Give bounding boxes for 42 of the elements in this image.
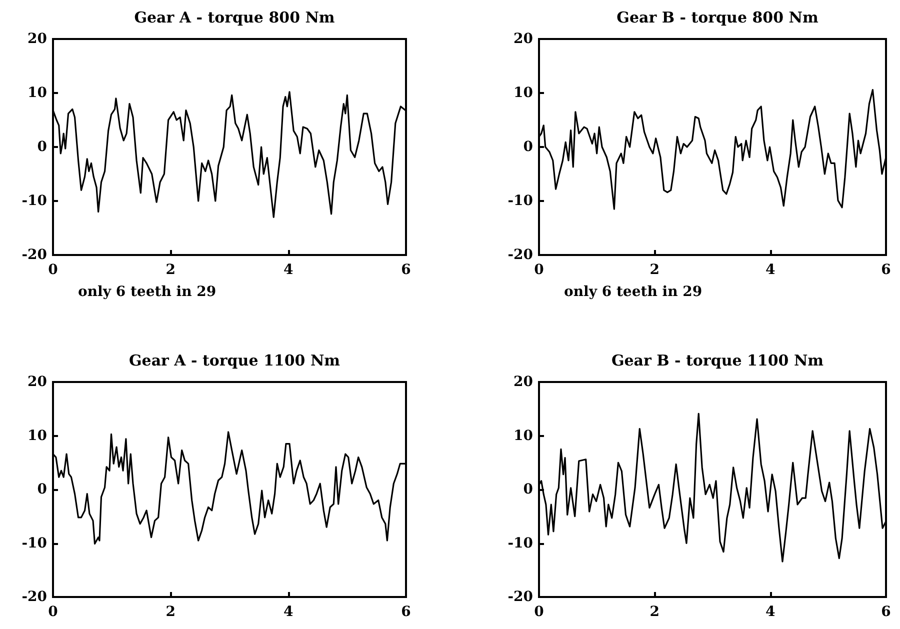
y-tick-label: 0: [523, 482, 534, 498]
y-tick-label: -20: [22, 589, 48, 605]
x-tick-label: 2: [650, 604, 660, 620]
y-tick-label: 10: [514, 85, 534, 101]
y-tick-label: -20: [508, 247, 534, 263]
y-tick-label: 0: [523, 139, 534, 155]
text: only 6 teeth in 29: [78, 284, 216, 300]
x-tick-label: 4: [283, 262, 294, 278]
x-tick-label: 2: [166, 262, 176, 278]
chart-title: Gear A - torque 800 Nm: [134, 8, 335, 26]
y-tick-label: -10: [508, 535, 534, 552]
x-tick-label: 4: [283, 604, 294, 620]
y-tick-label: -20: [22, 247, 48, 263]
y-tick-label: 0: [37, 139, 48, 155]
y-tick-label: -10: [22, 193, 48, 209]
x-tick-label: 6: [401, 604, 411, 620]
x-tick-label: 0: [534, 262, 544, 278]
x-tick-label: 4: [765, 262, 776, 278]
y-tick-label: 20: [514, 31, 534, 47]
y-tick-label: 10: [28, 85, 48, 101]
y-tick-label: 20: [28, 374, 48, 390]
chart-title: Gear B - torque 800 Nm: [616, 8, 818, 26]
y-tick-label: 0: [37, 482, 48, 498]
x-tick-label: 0: [48, 604, 58, 620]
y-tick-label: -10: [508, 193, 534, 209]
x-tick-label: 2: [166, 604, 176, 620]
y-tick-label: -20: [508, 589, 534, 605]
x-tick-label: 2: [650, 262, 660, 278]
x-tick-label: 0: [48, 262, 58, 278]
chart-title: Gear A - torque 1100 Nm: [128, 352, 340, 370]
x-tick-label: 6: [881, 262, 891, 278]
x-tick-label: 4: [765, 604, 776, 620]
x-tick-label: 0: [534, 604, 544, 620]
y-tick-label: 20: [514, 374, 534, 390]
y-tick-label: -10: [22, 535, 48, 552]
x-tick-label: 6: [881, 604, 891, 620]
y-tick-label: 20: [28, 31, 48, 47]
y-tick-label: 10: [28, 428, 48, 444]
y-tick-label: 10: [514, 428, 534, 444]
x-tick-label: 6: [401, 262, 411, 278]
text: only 6 teeth in 29: [564, 284, 702, 300]
chart-title: Gear B - torque 1100 Nm: [611, 352, 824, 370]
